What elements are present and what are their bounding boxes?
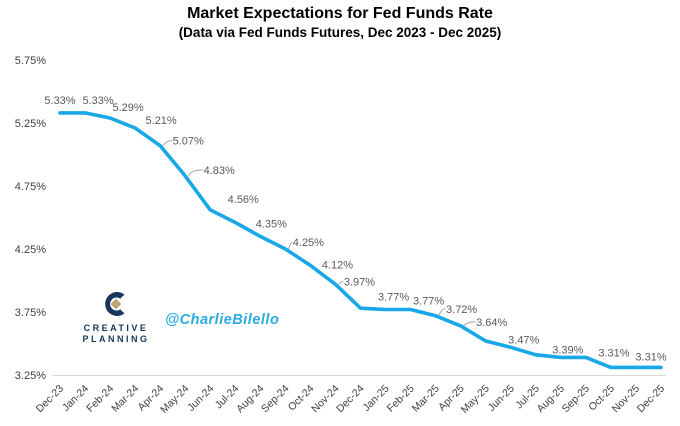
- x-tick-label: Dec-23: [34, 383, 67, 416]
- data-point-label: 3.64%: [476, 317, 507, 329]
- data-point-label: 5.33%: [82, 95, 113, 107]
- data-point-label: 4.35%: [256, 218, 287, 230]
- data-point-label: 3.31%: [635, 351, 666, 363]
- data-point-label: 4.25%: [293, 237, 324, 249]
- y-tick-label: 5.25%: [15, 118, 46, 130]
- x-tick-label: Jun-25: [486, 383, 517, 414]
- x-tick-label: Sep-25: [560, 383, 593, 416]
- data-point-label: 5.07%: [173, 136, 204, 148]
- chart-title-block: Market Expectations for Fed Funds Rate (…: [0, 4, 680, 41]
- y-axis-labels: 5.75% 5.25% 4.75% 4.25% 3.75% 3.25%: [15, 55, 46, 382]
- leader-line: [287, 241, 293, 250]
- chart-subtitle: (Data via Fed Funds Futures, Dec 2023 - …: [178, 25, 502, 40]
- leader-line: [162, 140, 173, 146]
- x-tick-label: Dec-24: [334, 383, 367, 416]
- logo-text-creative: CREATIVE: [83, 323, 149, 333]
- x-tick-label: Sep-24: [259, 383, 292, 416]
- logo-text-planning: PLANNING: [82, 334, 150, 344]
- x-tick-label: May-25: [459, 383, 492, 416]
- data-point-label: 5.21%: [146, 115, 177, 127]
- data-point-label: 4.12%: [322, 259, 353, 271]
- y-tick-label: 3.25%: [15, 370, 46, 382]
- leader-line: [438, 308, 446, 316]
- data-point-label: 5.33%: [44, 95, 75, 107]
- x-tick-label: May-24: [158, 383, 191, 416]
- x-tick-label: Feb-24: [84, 383, 116, 415]
- leader-lines: [162, 140, 476, 327]
- data-point-label: 4.83%: [204, 165, 235, 177]
- y-tick-label: 4.75%: [15, 181, 46, 193]
- data-labels: 5.33% 5.33%5.29%5.21%5.07%4.83%4.56%4.35%…: [44, 95, 666, 364]
- data-point-label: 3.77%: [378, 291, 409, 303]
- x-axis-labels: Dec-23Jan-24Feb-24Mar-24Apr-24May-24Jun-…: [34, 383, 668, 416]
- x-tick-label: Mar-24: [109, 383, 141, 415]
- data-point-label: 3.77%: [413, 295, 444, 307]
- creative-planning-c-icon: [105, 292, 125, 316]
- leader-line: [463, 321, 476, 327]
- leader-line: [187, 169, 204, 177]
- y-tick-label: 3.75%: [15, 307, 46, 319]
- data-point-label: 3.72%: [446, 304, 477, 316]
- x-tick-label: Feb-25: [385, 383, 417, 415]
- data-point-label: 3.39%: [552, 344, 583, 356]
- data-point-label: 3.97%: [344, 276, 375, 288]
- y-tick-label: 4.25%: [15, 244, 46, 256]
- x-tick-label: Mar-25: [410, 383, 442, 415]
- twitter-handle: @CharlieBilello: [165, 312, 280, 328]
- x-tick-label: Dec-25: [635, 383, 668, 416]
- y-tick-label: 5.75%: [15, 55, 46, 67]
- creative-planning-logo: CREATIVE PLANNING: [76, 288, 156, 345]
- chart-title: Market Expectations for Fed Funds Rate: [187, 5, 493, 22]
- x-tick-label: Jun-24: [185, 383, 216, 414]
- data-point-label: 5.29%: [112, 102, 143, 114]
- leader-line: [338, 280, 344, 285]
- data-point-label: 3.47%: [508, 334, 539, 346]
- series-line: [58, 111, 663, 370]
- data-point-label: 4.56%: [228, 194, 259, 206]
- data-point-label: 3.31%: [598, 347, 629, 359]
